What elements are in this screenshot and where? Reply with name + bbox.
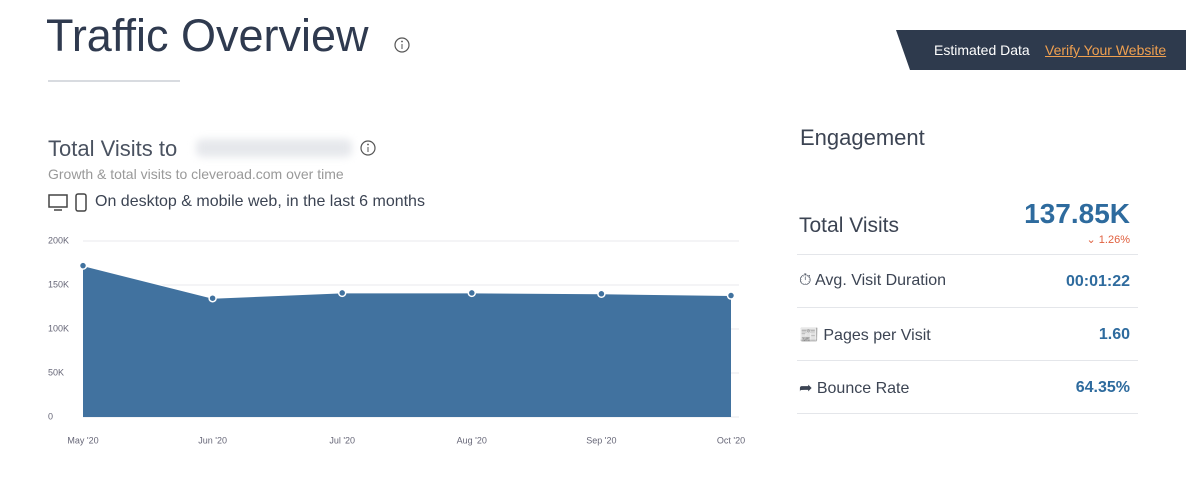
metric-label: ⏱ Avg. Visit Duration [799,272,947,289]
point [467,288,477,298]
metric-label: 📰 Pages per Visit [799,327,931,344]
x-tick-label: May '20 [67,435,98,445]
y-tick-label: 200K [48,235,69,245]
total-label: Total Visits [799,214,899,237]
point [208,293,217,303]
point [78,261,88,270]
y-tick-label: 50K [48,367,64,377]
metric-row: ➦ Bounce Rate 64.35% [797,361,1138,414]
title-underline [48,80,180,82]
point [726,291,736,300]
y-tick-label: 150K [48,279,69,289]
chart: 0 50K 100K 150K 200K May '20 Jun '20 Jul '20 Aug… [48,235,745,445]
x-tick-label: Jul '20 [329,435,355,445]
metric-value: 64.35% [1075,379,1130,396]
metric-row: ⏱ Avg. Visit Duration 00:01:22 [797,255,1138,308]
metric-text: Pages per Visit [823,327,931,344]
metric-value: 00:01:22 [1065,273,1130,290]
visits-scope: On desktop & mobile web, in the last 6 m… [95,193,425,210]
blurred-domain [196,139,352,157]
x-tick-label: Sep '20 [586,435,616,445]
metric-text: Avg. Visit Duration [815,272,947,289]
info-icon [360,140,376,156]
x-tick-label: Jun '20 [198,435,227,445]
y-tick-label: 100K [48,323,69,333]
change-value: 1.26% [1098,234,1130,246]
x-tick-label: Oct '20 [717,435,745,445]
metric-text: Bounce Rate [816,380,910,397]
info-icon [394,37,410,53]
total-value: 137.85K [1024,198,1130,229]
device-icons [48,193,87,212]
total-change: ⌄ 1.26% [1087,233,1130,246]
badge-text: Estimated Data [934,42,1030,58]
visits-subtitle: Growth & total visits to cleveroad.com o… [48,166,344,182]
point [597,289,606,299]
metric-row: 📰 Pages per Visit 1.60 [797,308,1138,361]
x-tick-label: Aug '20 [457,435,487,445]
total-row: Total Visits 137.85K ⌄ 1.26% [797,190,1138,255]
page-title: Traffic Overview [46,10,369,61]
point [337,288,347,298]
visits-title: Total Visits to [48,136,178,161]
line [82,265,732,299]
metric-value: 1.60 [1098,326,1130,343]
engagement-title: Engagement [800,125,925,150]
metric-label: ➦ Bounce Rate [799,380,910,397]
area [83,265,731,417]
badge-bg [896,30,1186,70]
verify-link[interactable]: Verify Your Website [1045,42,1167,58]
down-arrow: ⌄ [1086,234,1099,246]
y-tick-label: 0 [48,411,53,421]
